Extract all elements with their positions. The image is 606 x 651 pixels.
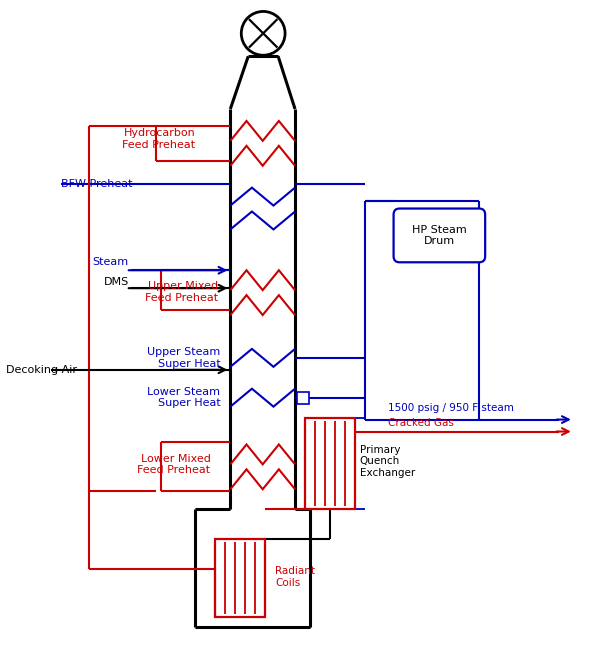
Text: DMS: DMS <box>104 277 129 287</box>
Text: Decoking Air: Decoking Air <box>7 365 78 375</box>
Text: Primary
Quench
Exchanger: Primary Quench Exchanger <box>360 445 415 478</box>
Text: Upper Steam
Super Heat: Upper Steam Super Heat <box>147 347 221 368</box>
Text: Radiant
Coils: Radiant Coils <box>275 566 315 588</box>
Text: Cracked Gas: Cracked Gas <box>388 417 453 428</box>
Bar <box>297 392 309 404</box>
FancyBboxPatch shape <box>393 208 485 262</box>
Text: Lower Steam
Super Heat: Lower Steam Super Heat <box>147 387 221 408</box>
Text: Steam: Steam <box>93 257 129 268</box>
Text: Upper Mixed
Feed Preheat: Upper Mixed Feed Preheat <box>145 281 218 303</box>
Bar <box>305 417 355 509</box>
Text: BFW Preheat: BFW Preheat <box>61 178 133 189</box>
Bar <box>215 539 265 616</box>
Text: HP Steam
Drum: HP Steam Drum <box>412 225 467 246</box>
Text: Lower Mixed
Feed Preheat: Lower Mixed Feed Preheat <box>138 454 210 475</box>
Text: 1500 psig / 950 F steam: 1500 psig / 950 F steam <box>388 402 513 413</box>
Text: Hydrocarbon
Feed Preheat: Hydrocarbon Feed Preheat <box>122 128 196 150</box>
